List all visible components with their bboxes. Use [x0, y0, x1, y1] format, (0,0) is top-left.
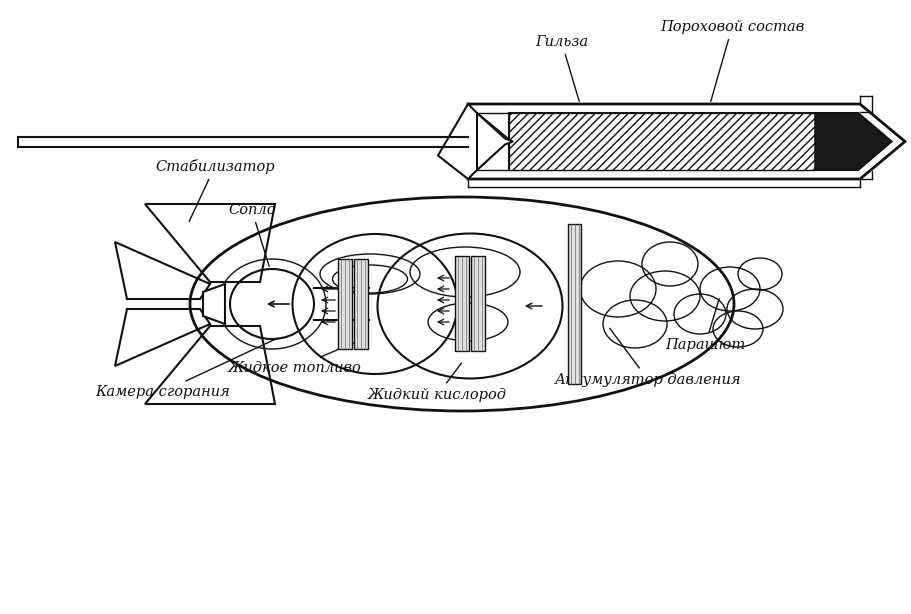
Bar: [470, 256, 485, 351]
Bar: [338, 259, 352, 349]
Text: Стабилизатор: Стабилизатор: [155, 159, 274, 222]
Polygon shape: [508, 113, 814, 170]
Text: Жидкий кислород: Жидкий кислород: [368, 363, 507, 402]
Polygon shape: [437, 104, 508, 179]
Polygon shape: [814, 113, 891, 170]
Text: Сопло: Сопло: [228, 203, 275, 266]
Text: Камера сгорания: Камера сгорания: [95, 338, 277, 399]
Polygon shape: [203, 284, 225, 324]
Polygon shape: [115, 242, 210, 299]
Polygon shape: [476, 113, 512, 170]
Text: Пороховой состав: Пороховой состав: [660, 20, 804, 101]
Bar: [353, 259, 368, 349]
Polygon shape: [115, 309, 210, 366]
Bar: [455, 256, 468, 351]
Polygon shape: [145, 326, 275, 404]
Polygon shape: [145, 204, 275, 282]
Text: Аккумулятор давления: Аккумулятор давления: [555, 328, 741, 387]
Bar: [568, 224, 580, 384]
Text: Жидкое топливо: Жидкое топливо: [228, 342, 362, 375]
Text: Парашют: Парашют: [664, 298, 744, 352]
Text: Гильза: Гильза: [535, 35, 588, 101]
